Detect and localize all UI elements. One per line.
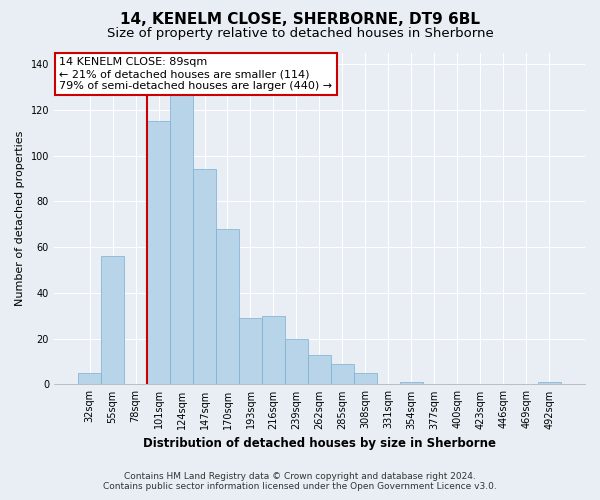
Bar (538, 382, 561, 384)
Text: Size of property relative to detached houses in Sherborne: Size of property relative to detached ho… (107, 27, 493, 40)
Bar (285, 338, 308, 384)
Bar (78, 373, 101, 384)
Bar (308, 354, 331, 384)
Bar (400, 382, 423, 384)
Text: 14, KENELM CLOSE, SHERBORNE, DT9 6BL: 14, KENELM CLOSE, SHERBORNE, DT9 6BL (120, 12, 480, 28)
Text: Contains HM Land Registry data © Crown copyright and database right 2024.
Contai: Contains HM Land Registry data © Crown c… (103, 472, 497, 491)
Bar (262, 316, 285, 384)
Bar (101, 256, 124, 384)
Bar (354, 373, 377, 384)
Text: 14 KENELM CLOSE: 89sqm
← 21% of detached houses are smaller (114)
79% of semi-de: 14 KENELM CLOSE: 89sqm ← 21% of detached… (59, 58, 332, 90)
Bar (170, 80, 193, 384)
Bar (331, 364, 354, 384)
Y-axis label: Number of detached properties: Number of detached properties (15, 131, 25, 306)
Bar (147, 121, 170, 384)
Bar (193, 169, 216, 384)
Bar (239, 318, 262, 384)
Bar (216, 229, 239, 384)
X-axis label: Distribution of detached houses by size in Sherborne: Distribution of detached houses by size … (143, 437, 496, 450)
